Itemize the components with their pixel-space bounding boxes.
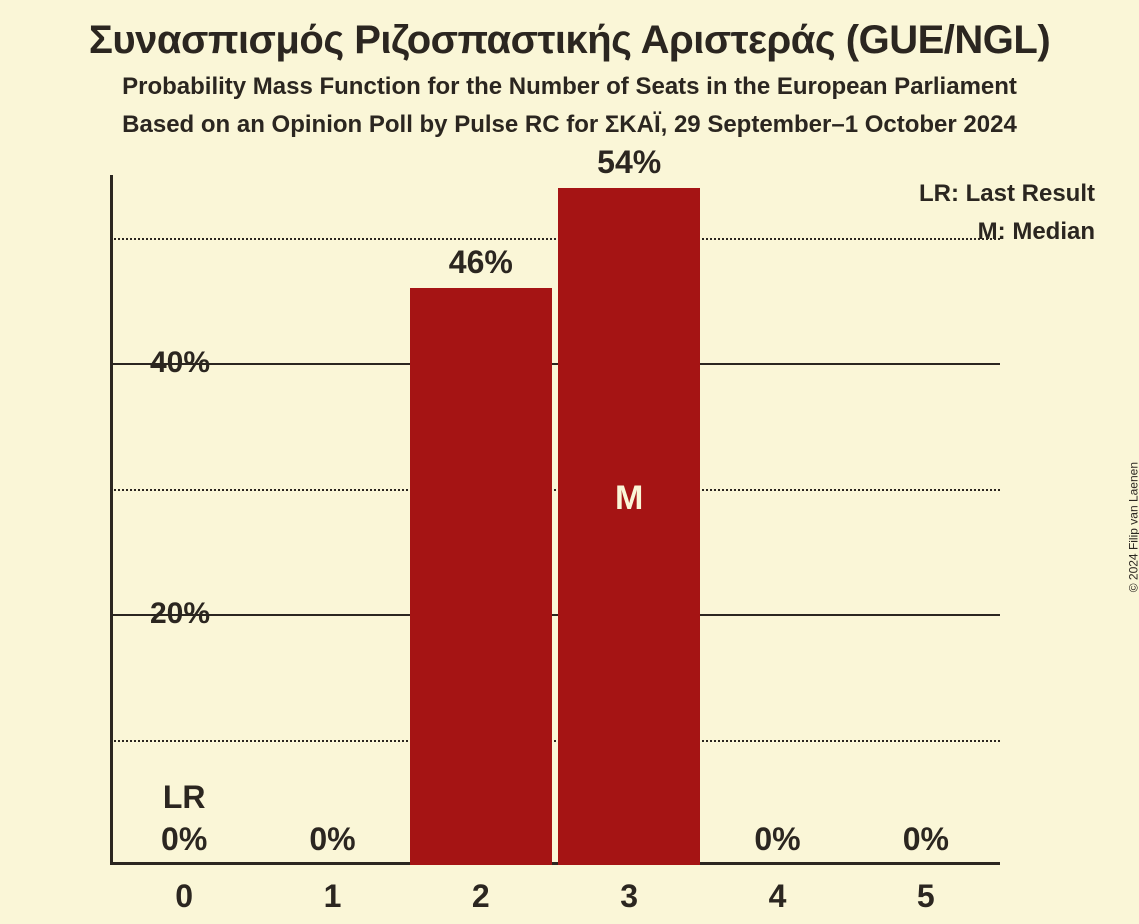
bar-value-label: 0% <box>110 821 258 858</box>
chart-subtitle-1: Probability Mass Function for the Number… <box>0 73 1139 101</box>
bar: M <box>558 188 700 865</box>
bar-slot: 0%1 <box>258 175 406 865</box>
bar-value-label: 46% <box>407 244 555 281</box>
median-marker: M <box>558 479 700 518</box>
x-axis-tick-label: 2 <box>407 878 555 915</box>
bar-slot: M54%3 <box>555 175 703 865</box>
y-axis-tick-label: 20% <box>150 597 210 631</box>
bar-slot: 0%4 <box>703 175 851 865</box>
chart-area: LR: Last Result M: Median 0%LR00%146%2M5… <box>110 175 1110 865</box>
x-axis-tick-label: 3 <box>555 878 703 915</box>
bar <box>410 288 552 865</box>
chart-title: Συνασπισμός Ριζοσπαστικής Αριστεράς (GUE… <box>0 18 1139 63</box>
chart-plot: 0%LR00%146%2M54%30%40%5 <box>110 175 1000 865</box>
x-axis-tick-label: 0 <box>110 878 258 915</box>
copyright-text: © 2024 Filip van Laenen <box>1126 462 1139 592</box>
x-axis-tick-label: 5 <box>852 878 1000 915</box>
bar-value-label: 54% <box>555 144 703 181</box>
bar-slot: 46%2 <box>407 175 555 865</box>
bar-slot: 0%LR0 <box>110 175 258 865</box>
bar-value-label: 0% <box>258 821 406 858</box>
y-axis-tick-label: 40% <box>150 346 210 380</box>
last-result-marker: LR <box>110 779 258 816</box>
bar-value-label: 0% <box>852 821 1000 858</box>
bar-slot: 0%5 <box>852 175 1000 865</box>
bar-value-label: 0% <box>703 821 851 858</box>
chart-header: Συνασπισμός Ριζοσπαστικής Αριστεράς (GUE… <box>0 0 1139 139</box>
x-axis-tick-label: 4 <box>703 878 851 915</box>
chart-subtitle-2: Based on an Opinion Poll by Pulse RC for… <box>0 111 1139 139</box>
x-axis-tick-label: 1 <box>258 878 406 915</box>
